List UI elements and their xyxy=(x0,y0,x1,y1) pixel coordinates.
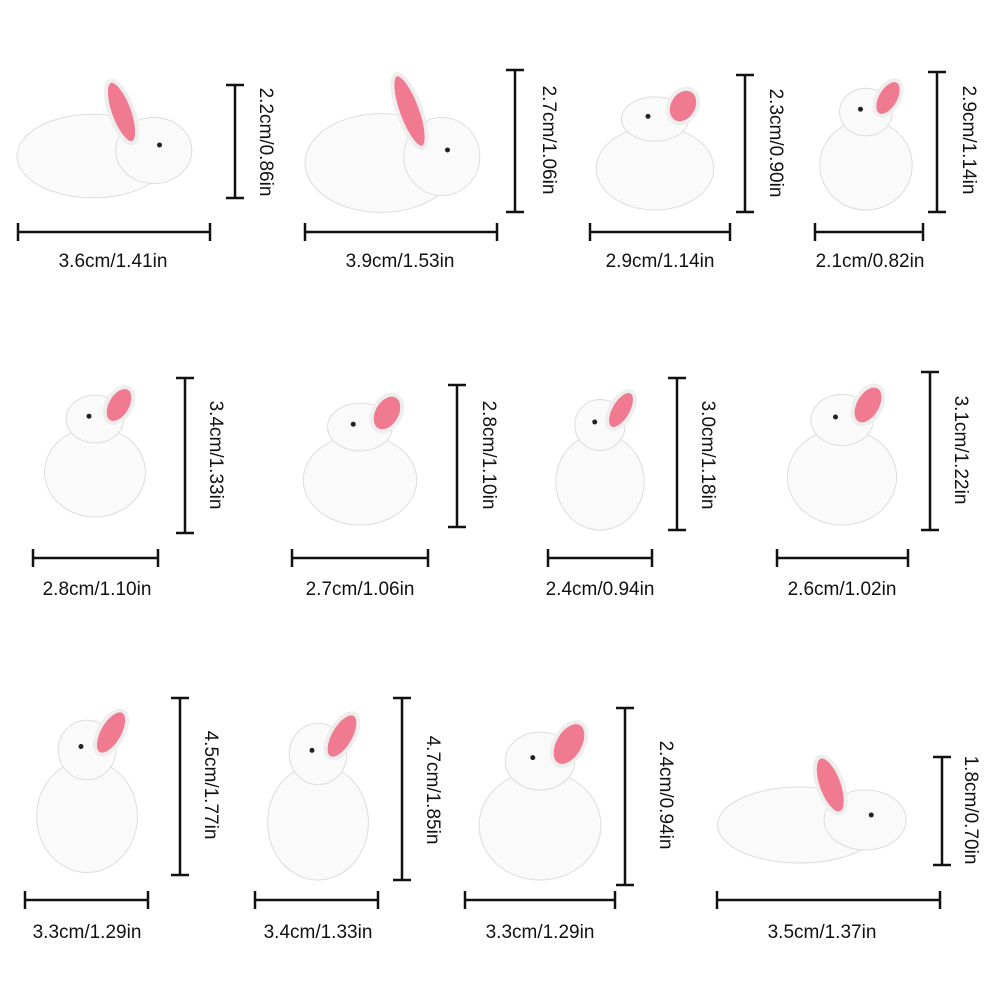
width-label: 3.9cm/1.53in xyxy=(346,251,455,272)
rabbit-eye xyxy=(309,747,315,753)
height-label: 2.2cm/0.86in xyxy=(255,88,276,197)
product-item: 2.8cm/1.10in 3.4cm/1.33in xyxy=(31,376,226,600)
width-label: 2.6cm/1.02in xyxy=(788,579,897,600)
rabbit xyxy=(478,720,602,881)
width-label: 2.7cm/1.06in xyxy=(306,579,415,600)
rabbit xyxy=(555,389,645,531)
width-label: 2.4cm/0.94in xyxy=(546,579,655,600)
height-label: 2.7cm/1.06in xyxy=(538,86,559,195)
rabbit xyxy=(304,72,481,213)
width-label: 3.4cm/1.33in xyxy=(264,922,373,943)
rabbit-ear xyxy=(872,78,904,118)
product-item: 3.6cm/1.41in 2.2cm/0.86in xyxy=(16,78,276,272)
rabbit xyxy=(786,383,898,526)
width-label: 3.3cm/1.29in xyxy=(33,922,142,943)
product-item: 3.5cm/1.37in 1.8cm/0.70in xyxy=(715,754,981,943)
rabbit xyxy=(717,754,907,864)
rabbit-ear xyxy=(369,392,405,434)
height-label: 3.1cm/1.22in xyxy=(950,396,971,505)
height-label: 1.8cm/0.70in xyxy=(960,756,981,865)
width-label: 3.6cm/1.41in xyxy=(59,251,168,272)
rabbit-ear xyxy=(605,389,637,431)
product-item: 2.9cm/1.14in 2.3cm/0.90in xyxy=(588,73,786,272)
rabbit-ear xyxy=(549,720,589,768)
height-label: 4.5cm/1.77in xyxy=(200,731,221,840)
rabbit-eye xyxy=(833,414,838,420)
width-label: 3.5cm/1.37in xyxy=(768,922,877,943)
rabbit xyxy=(16,78,193,199)
rabbit-eye xyxy=(592,419,598,425)
rabbit-eye xyxy=(350,421,356,427)
rabbit-eye xyxy=(868,812,874,818)
rabbit-ear xyxy=(323,711,361,761)
rabbit-ear xyxy=(665,86,701,126)
height-label: 2.9cm/1.14in xyxy=(958,86,979,195)
rabbit-eye xyxy=(157,142,162,148)
height-label: 2.4cm/0.94in xyxy=(655,741,676,850)
rabbit-eye xyxy=(86,413,92,419)
height-label: 2.8cm/1.10in xyxy=(478,401,499,510)
width-label: 2.1cm/0.82in xyxy=(816,251,925,272)
height-label: 2.3cm/0.90in xyxy=(765,89,786,198)
product-item: 3.9cm/1.53in 2.7cm/1.06in xyxy=(303,68,559,272)
rabbit-ear xyxy=(92,708,130,757)
product-item: 3.3cm/1.29in 4.5cm/1.77in xyxy=(23,696,221,943)
rabbit-ear xyxy=(390,72,429,150)
rabbit xyxy=(302,392,418,526)
height-label: 3.4cm/1.33in xyxy=(205,401,226,510)
product-item: 2.4cm/0.94in 3.0cm/1.18in xyxy=(546,376,718,600)
height-label: 4.7cm/1.85in xyxy=(422,736,443,845)
rabbit xyxy=(819,78,913,211)
rabbit-eye xyxy=(78,744,84,749)
product-item: 2.6cm/1.02in 3.1cm/1.22in xyxy=(775,370,971,600)
rabbit-ear xyxy=(812,754,848,816)
rabbit xyxy=(595,86,715,211)
product-item: 3.3cm/1.29in 2.4cm/0.94in xyxy=(463,706,676,943)
product-item: 3.4cm/1.33in 4.7cm/1.85in xyxy=(253,696,443,943)
product-item: 2.7cm/1.06in 2.8cm/1.10in xyxy=(290,383,499,600)
width-label: 2.9cm/1.14in xyxy=(606,251,715,272)
rabbit-ear xyxy=(102,384,136,426)
rabbit xyxy=(36,708,138,873)
product-item: 2.1cm/0.82in 2.9cm/1.14in xyxy=(813,70,979,272)
rabbit xyxy=(44,384,146,518)
rabbit-eye xyxy=(445,147,450,153)
width-label: 2.8cm/1.10in xyxy=(43,579,152,600)
rabbit-eye xyxy=(858,106,863,112)
rabbit-ear xyxy=(103,78,140,146)
rabbit-eye xyxy=(645,113,651,119)
rabbit-ear xyxy=(850,383,886,427)
rabbit xyxy=(267,711,369,881)
rabbit-eye xyxy=(530,755,536,761)
width-label: 3.3cm/1.29in xyxy=(486,922,595,943)
height-label: 3.0cm/1.18in xyxy=(697,401,718,510)
